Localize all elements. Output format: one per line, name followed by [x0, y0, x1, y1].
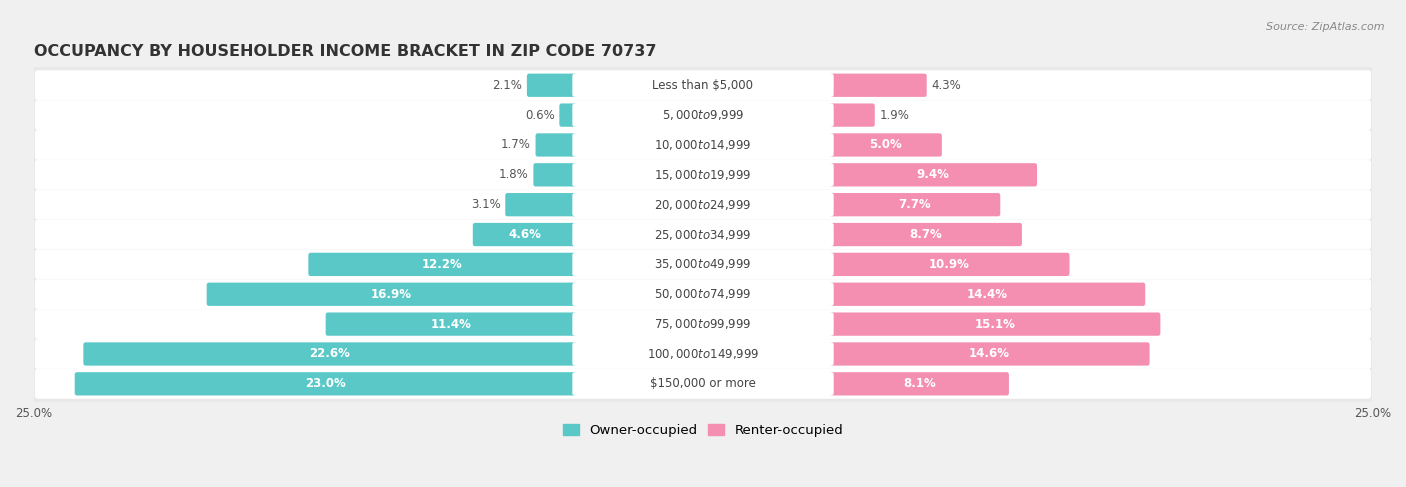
- FancyBboxPatch shape: [830, 74, 927, 97]
- FancyBboxPatch shape: [207, 282, 576, 306]
- FancyBboxPatch shape: [35, 100, 1371, 130]
- FancyBboxPatch shape: [572, 103, 834, 127]
- FancyBboxPatch shape: [75, 372, 576, 395]
- FancyBboxPatch shape: [572, 372, 834, 395]
- Text: 11.4%: 11.4%: [430, 318, 471, 331]
- Text: 2.1%: 2.1%: [492, 79, 523, 92]
- FancyBboxPatch shape: [830, 163, 1038, 187]
- FancyBboxPatch shape: [536, 133, 576, 157]
- Text: 8.7%: 8.7%: [910, 228, 942, 241]
- FancyBboxPatch shape: [572, 313, 834, 336]
- FancyBboxPatch shape: [560, 103, 576, 127]
- Text: 23.0%: 23.0%: [305, 377, 346, 391]
- Text: $15,000 to $19,999: $15,000 to $19,999: [654, 168, 752, 182]
- FancyBboxPatch shape: [35, 190, 1371, 220]
- Text: 14.4%: 14.4%: [967, 288, 1008, 301]
- FancyBboxPatch shape: [32, 127, 1374, 163]
- Text: 3.1%: 3.1%: [471, 198, 501, 211]
- Text: 0.6%: 0.6%: [524, 109, 555, 122]
- FancyBboxPatch shape: [32, 216, 1374, 253]
- Text: Less than $5,000: Less than $5,000: [652, 79, 754, 92]
- FancyBboxPatch shape: [830, 282, 1146, 306]
- FancyBboxPatch shape: [572, 342, 834, 366]
- Text: 4.6%: 4.6%: [508, 228, 541, 241]
- FancyBboxPatch shape: [830, 313, 1160, 336]
- FancyBboxPatch shape: [572, 193, 834, 216]
- Text: 9.4%: 9.4%: [917, 169, 949, 181]
- FancyBboxPatch shape: [830, 103, 875, 127]
- Text: 7.7%: 7.7%: [898, 198, 931, 211]
- Text: 10.9%: 10.9%: [929, 258, 970, 271]
- FancyBboxPatch shape: [830, 193, 1000, 216]
- Text: 16.9%: 16.9%: [371, 288, 412, 301]
- Text: $150,000 or more: $150,000 or more: [650, 377, 756, 391]
- FancyBboxPatch shape: [32, 157, 1374, 193]
- Text: $35,000 to $49,999: $35,000 to $49,999: [654, 258, 752, 271]
- Text: 8.1%: 8.1%: [903, 377, 935, 391]
- FancyBboxPatch shape: [35, 130, 1371, 160]
- FancyBboxPatch shape: [83, 342, 576, 366]
- Text: 15.1%: 15.1%: [974, 318, 1015, 331]
- FancyBboxPatch shape: [32, 366, 1374, 402]
- Text: $5,000 to $9,999: $5,000 to $9,999: [662, 108, 744, 122]
- FancyBboxPatch shape: [572, 253, 834, 276]
- FancyBboxPatch shape: [35, 249, 1371, 280]
- FancyBboxPatch shape: [32, 67, 1374, 103]
- Text: 1.9%: 1.9%: [879, 109, 910, 122]
- Text: 5.0%: 5.0%: [869, 138, 903, 151]
- FancyBboxPatch shape: [308, 253, 576, 276]
- Text: OCCUPANCY BY HOUSEHOLDER INCOME BRACKET IN ZIP CODE 70737: OCCUPANCY BY HOUSEHOLDER INCOME BRACKET …: [34, 44, 657, 59]
- FancyBboxPatch shape: [572, 74, 834, 97]
- Text: $100,000 to $149,999: $100,000 to $149,999: [647, 347, 759, 361]
- FancyBboxPatch shape: [472, 223, 576, 246]
- FancyBboxPatch shape: [326, 313, 576, 336]
- Text: $25,000 to $34,999: $25,000 to $34,999: [654, 227, 752, 242]
- FancyBboxPatch shape: [32, 246, 1374, 282]
- FancyBboxPatch shape: [505, 193, 576, 216]
- FancyBboxPatch shape: [35, 160, 1371, 190]
- Text: 1.8%: 1.8%: [499, 169, 529, 181]
- FancyBboxPatch shape: [830, 133, 942, 157]
- FancyBboxPatch shape: [32, 187, 1374, 223]
- FancyBboxPatch shape: [32, 336, 1374, 372]
- Text: $50,000 to $74,999: $50,000 to $74,999: [654, 287, 752, 301]
- FancyBboxPatch shape: [32, 97, 1374, 133]
- FancyBboxPatch shape: [572, 133, 834, 157]
- FancyBboxPatch shape: [533, 163, 576, 187]
- FancyBboxPatch shape: [527, 74, 576, 97]
- FancyBboxPatch shape: [35, 339, 1371, 369]
- FancyBboxPatch shape: [35, 309, 1371, 339]
- FancyBboxPatch shape: [830, 253, 1070, 276]
- Text: 12.2%: 12.2%: [422, 258, 463, 271]
- FancyBboxPatch shape: [32, 306, 1374, 342]
- Text: 4.3%: 4.3%: [931, 79, 962, 92]
- FancyBboxPatch shape: [35, 220, 1371, 249]
- Text: Source: ZipAtlas.com: Source: ZipAtlas.com: [1267, 22, 1385, 32]
- FancyBboxPatch shape: [572, 282, 834, 306]
- FancyBboxPatch shape: [572, 223, 834, 246]
- FancyBboxPatch shape: [572, 163, 834, 187]
- FancyBboxPatch shape: [35, 280, 1371, 309]
- FancyBboxPatch shape: [32, 276, 1374, 313]
- FancyBboxPatch shape: [830, 342, 1150, 366]
- Text: $10,000 to $14,999: $10,000 to $14,999: [654, 138, 752, 152]
- FancyBboxPatch shape: [830, 372, 1010, 395]
- Text: $75,000 to $99,999: $75,000 to $99,999: [654, 317, 752, 331]
- Text: 22.6%: 22.6%: [309, 348, 350, 360]
- FancyBboxPatch shape: [35, 369, 1371, 399]
- Legend: Owner-occupied, Renter-occupied: Owner-occupied, Renter-occupied: [558, 418, 848, 442]
- Text: 14.6%: 14.6%: [969, 348, 1010, 360]
- FancyBboxPatch shape: [35, 70, 1371, 100]
- FancyBboxPatch shape: [830, 223, 1022, 246]
- Text: 1.7%: 1.7%: [501, 138, 531, 151]
- Text: $20,000 to $24,999: $20,000 to $24,999: [654, 198, 752, 212]
